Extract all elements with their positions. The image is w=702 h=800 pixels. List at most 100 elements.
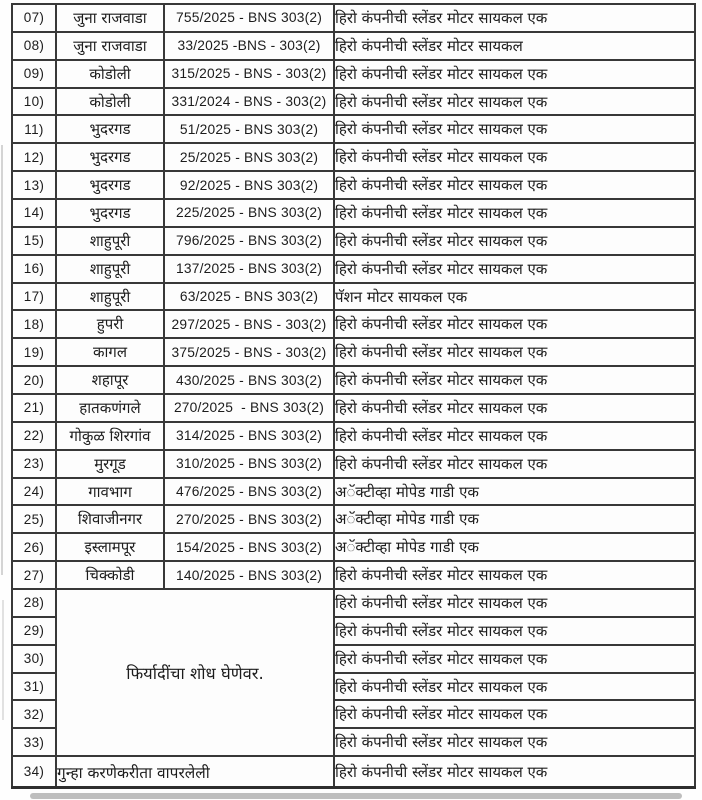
crime-number-cell: 137/2025 - BNS 303(2) [163,253,335,284]
row-number-cell: 15) [11,225,57,256]
police-station-cell: मुरगूड [55,448,165,479]
police-station-cell: भुदरगड [55,198,165,228]
property-description-cell: हिरो कंपनीची स्लेंडर मोटर सायकल एक [333,643,696,674]
table-row: 32) हिरो कंपनीची स्लेंडर मोटर सायकल एक [11,699,696,730]
row-number-cell: 10) [11,86,57,117]
table-row: 28) फिर्यादींचा शोध घेणेवर. हिरो कंपनीची स… [11,588,696,758]
property-description-cell: हिरो कंपनीची स्लेंडर मोटर सायकल एक [333,86,696,117]
crime-number-cell: 315/2025 - BNS - 303(2) [163,58,335,89]
table-row: 23) मुरगूड 310/2025 - BNS 303(2) हिरो कंपनी… [11,448,696,479]
police-station-cell: कोडोली [55,86,165,117]
police-station-cell: हातकणंगले [55,393,165,423]
row-number-cell: 24) [11,476,57,507]
table-row: 30) हिरो कंपनीची स्लेंडर मोटर सायकल एक [11,643,696,674]
row-number-cell: 14) [11,198,57,228]
row-number-cell: 09) [11,58,57,89]
property-description-cell: हिरो कंपनीची स्लेंडर मोटर सायकल एक [333,393,696,423]
row-number-cell: 33) [11,727,57,758]
row-number-cell: 26) [11,532,57,563]
property-description-cell: हिरो कंपनीची स्लेंडर मोटर सायकल एक [333,309,696,340]
property-description-cell: हिरो कंपनीची स्लेंडर मोटर सायकल एक [333,58,696,89]
property-description-cell: हिरो कंपनीची स्लेंडर मोटर सायकल एक [333,253,696,284]
usage-note-cell: गुन्हा करणेकरीता वापरलेली [55,755,335,789]
property-description-cell: हिरो कंपनीची स्लेंडर मोटर सायकल एक [333,337,696,368]
property-description-cell: अॅक्टीव्हा मोपेड गाडी एक [333,504,696,535]
table-row: 25) शिवाजीनगर 270/2025 - BNS 303(2) अॅक्टीव… [11,504,696,535]
police-station-cell: शिवाजीनगर [55,504,165,535]
police-station-cell: इस्लामपूर [55,532,165,563]
property-description-cell: हिरो कंपनीची स्लेंडर मोटर सायकल एक [333,225,696,256]
crime-number-cell: 755/2025 - BNS 303(2) [163,3,335,33]
police-station-cell: जुना राजवाडा [55,30,165,61]
scan-edge-artifact [1,145,3,575]
crime-number-cell: 51/2025 - BNS 303(2) [163,114,335,145]
row-number-cell: 22) [11,420,57,451]
police-station-cell: शाहुपूरी [55,253,165,284]
row-number-cell: 17) [11,281,57,312]
table-row: 13) भुदरगड 92/2025 - BNS 303(2) हिरो कंपनीच… [11,170,696,201]
police-station-cell: शाहुपूरी [55,281,165,312]
property-description-cell: हिरो कंपनीची स्लेंडर मोटर सायकल [333,30,696,61]
crime-number-cell: 297/2025 - BNS - 303(2) [163,309,335,340]
seized-property-table: 07) जुना राजवाडा 755/2025 - BNS 303(2) हिरो… [11,3,696,789]
property-description-cell: हिरो कंपनीची स्लेंडर मोटर सायकल एक [333,560,696,591]
crime-number-cell: 33/2025 -BNS - 303(2) [163,30,335,61]
property-description-cell: हिरो कंपनीची स्लेंडर मोटर सायकल एक [333,671,696,702]
property-description-cell: अॅक्टीव्हा मोपेड गाडी एक [333,532,696,563]
table-row: 34) गुन्हा करणेकरीता वापरलेली हिरो कंपनीची… [11,755,696,789]
row-number-cell: 27) [11,560,57,591]
row-number-cell: 23) [11,448,57,479]
crime-number-cell: 154/2025 - BNS 303(2) [163,532,335,563]
table-row: 12) भुदरगड 25/2025 - BNS 303(2) हिरो कंपनीच… [11,142,696,173]
scan-shadow-bottom [30,793,682,799]
row-number-cell: 19) [11,337,57,368]
police-station-cell: भुदरगड [55,114,165,145]
property-description-cell: हिरो कंपनीची स्लेंडर मोटर सायकल एक [333,420,696,451]
row-number-cell: 13) [11,170,57,201]
property-description-cell: हिरो कंपनीची स्लेंडर मोटर सायकल एक [333,114,696,145]
police-station-cell: कागल [55,337,165,368]
table-row: 26) इस्लामपूर 154/2025 - BNS 303(2) अॅक्टीव… [11,532,696,563]
crime-number-cell: 314/2025 - BNS 303(2) [163,420,335,451]
merged-note-cell: फिर्यादींचा शोध घेणेवर. [55,588,335,758]
police-station-cell: गोकुळ शिरगांव [55,420,165,451]
police-station-cell: जुना राजवाडा [55,3,165,33]
table-row: 16) शाहुपूरी 137/2025 - BNS 303(2) हिरो कंप… [11,253,696,284]
crime-number-cell: 430/2025 - BNS 303(2) [163,365,335,396]
property-description-cell: हिरो कंपनीची स्लेंडर मोटर सायकल एक [333,198,696,228]
police-station-cell: भुदरगड [55,170,165,201]
crime-number-cell: 25/2025 - BNS 303(2) [163,142,335,173]
police-station-cell: हुपरी [55,309,165,340]
table-row: 22) गोकुळ शिरगांव 314/2025 - BNS 303(2) हिर… [11,420,696,451]
property-description-cell: हिरो कंपनीची स्लेंडर मोटर सायकल एक [333,615,696,646]
crime-number-cell: 476/2025 - BNS 303(2) [163,476,335,507]
property-description-cell: हिरो कंपनीची स्लेंडर मोटर सायकल एक [333,170,696,201]
table-row: 09) कोडोली 315/2025 - BNS - 303(2) हिरो कंप… [11,58,696,89]
row-number-cell: 31) [11,671,57,702]
table-row: 08) जुना राजवाडा 33/2025 -BNS - 303(2) हिरो… [11,30,696,61]
row-number-cell: 08) [11,30,57,61]
property-description-cell: हिरो कंपनीची स्लेंडर मोटर सायकल एक [333,727,696,758]
table-row: 17) शाहुपूरी 63/2025 - BNS 303(2) पॅशन मोटर… [11,281,696,312]
table-row: 27) चिक्कोडी 140/2025 - BNS 303(2) हिरो कंप… [11,560,696,591]
crime-number-cell: 310/2025 - BNS 303(2) [163,448,335,479]
table-row: 11) भुदरगड 51/2025 - BNS 303(2) हिरो कंपनीच… [11,114,696,145]
row-number-cell: 16) [11,253,57,284]
scan-edge-artifact [2,600,4,720]
table-row: 21) हातकणंगले 270/2025 - BNS 303(2) हिरो कं… [11,393,696,423]
table-row: 07) जुना राजवाडा 755/2025 - BNS 303(2) हिरो… [11,3,696,33]
property-description-cell: हिरो कंपनीची स्लेंडर मोटर सायकल एक [333,142,696,173]
crime-number-cell: 375/2025 - BNS - 303(2) [163,337,335,368]
crime-number-cell: 796/2025 - BNS 303(2) [163,225,335,256]
row-number-cell: 12) [11,142,57,173]
table-row: 18) हुपरी 297/2025 - BNS - 303(2) हिरो कंपन… [11,309,696,340]
row-number-cell: 32) [11,699,57,730]
crime-number-cell: 331/2024 - BNS - 303(2) [163,86,335,117]
property-description-cell: हिरो कंपनीची स्लेंडर मोटर सायकल एक [333,755,696,789]
table-row: 15) शाहुपूरी 796/2025 - BNS 303(2) हिरो कंप… [11,225,696,256]
police-station-cell: गावभाग [55,476,165,507]
row-number-cell: 34) [11,755,57,789]
table-row: 33) हिरो कंपनीची स्लेंडर मोटर सायकल एक [11,727,696,758]
row-number-cell: 18) [11,309,57,340]
